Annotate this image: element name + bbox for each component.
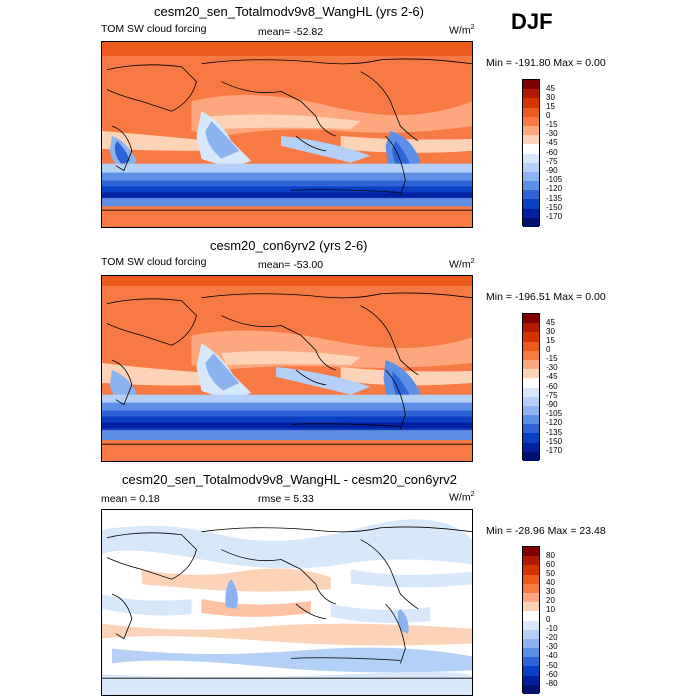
panel-1-map	[101, 41, 473, 228]
panel-1-colorbar-label: -15	[546, 120, 558, 129]
panel-2-colorbar-label: -150	[546, 437, 563, 446]
panel-2-title: cesm20_con6yrv2 (yrs 2-6)	[210, 238, 368, 253]
panel-2-colorbar-label: 30	[546, 327, 555, 336]
panel-2-colorbar-label: -90	[546, 400, 558, 409]
panel-1-colorbar-label: -60	[546, 148, 558, 157]
panel-2-colorbar-label: -30	[546, 363, 558, 372]
panel-2-mean-label: mean= -53.00	[258, 259, 324, 271]
panel-1-colorbar	[522, 79, 540, 227]
panel-3-colorbar-label: -50	[546, 661, 558, 670]
panel-3-colorbar-label: -60	[546, 670, 558, 679]
panel-3-title: cesm20_sen_Totalmodv9v8_WangHL - cesm20_…	[122, 472, 458, 487]
season-label: DJF	[511, 9, 553, 34]
panel-3-colorbar-label: 80	[546, 551, 555, 560]
panel-2-colorbar-label: 45	[546, 318, 555, 327]
panel-1-colorbar-label: -30	[546, 129, 558, 138]
panel-3-colorbar-label: -30	[546, 642, 558, 651]
panel-1-colorbar-label: -170	[546, 212, 563, 221]
panel-1-colorbar-label: 45	[546, 84, 555, 93]
panel-3-colorbar-label: 30	[546, 587, 555, 596]
panel-3-colorbar-label: 20	[546, 596, 555, 605]
panel-2-map	[101, 275, 473, 462]
panel-2-colorbar-label: -135	[546, 428, 563, 437]
panel-2-colorbar-label: -105	[546, 409, 563, 418]
panel-2-left-label: TOM SW cloud forcing	[101, 256, 207, 268]
panel-2-colorbar-label: -170	[546, 446, 563, 455]
panel-1-minmax: Min = -191.80 Max = 0.00	[486, 57, 606, 69]
panel-3-map	[101, 509, 473, 696]
panel-2-colorbar-label: 15	[546, 336, 555, 345]
panel-3-mean-label: mean = 0.18	[101, 493, 160, 505]
panel-3-colorbar-label: -20	[546, 633, 558, 642]
panel-2-colorbar	[522, 313, 540, 461]
panel-3-map-field	[102, 510, 472, 695]
panel-1-colorbar-label: -105	[546, 175, 563, 184]
panel-1-colorbar-label: 0	[546, 111, 551, 120]
panel-3-colorbar-label: 50	[546, 569, 555, 578]
panel-1-mean-label: mean= -52.82	[258, 26, 324, 38]
panel-1-left-label: TOM SW cloud forcing	[101, 23, 207, 35]
panel-1-colorbar-label: -120	[546, 184, 563, 193]
panel-3-units: W/m2	[449, 491, 475, 504]
panel-2-colorbar-label: -15	[546, 354, 558, 363]
panel-1-colorbar-label: -135	[546, 194, 563, 203]
panel-3-colorbar-label: 60	[546, 560, 555, 569]
panel-3-colorbar-label: -40	[546, 651, 558, 660]
panel-1-title: cesm20_sen_Totalmodv9v8_WangHL (yrs 2-6)	[154, 4, 424, 19]
panel-3-colorbar-label: 10	[546, 605, 555, 614]
panel-2-colorbar-label: -120	[546, 418, 563, 427]
panel-2-colorbar-label: -60	[546, 382, 558, 391]
panel-1-colorbar-label: -45	[546, 138, 558, 147]
panel-1-colorbar-label: -150	[546, 203, 563, 212]
panel-3-colorbar-label: -80	[546, 679, 558, 688]
panel-1-units: W/m2	[449, 24, 475, 37]
panel-1-map-field	[102, 42, 472, 227]
panel-3-colorbar-label: -10	[546, 624, 558, 633]
panel-2-minmax: Min = -196.51 Max = 0.00	[486, 291, 606, 303]
panel-3-colorbar	[522, 546, 540, 694]
panel-2-map-field	[102, 276, 472, 461]
panel-1-colorbar-label: -90	[546, 166, 558, 175]
panel-3-colorbar-label: 0	[546, 615, 551, 624]
panel-1-colorbar-label: -75	[546, 157, 558, 166]
panel-3-minmax: Min = -28.96 Max = 23.48	[486, 525, 606, 537]
panel-3-colorbar-label: 40	[546, 578, 555, 587]
panel-2-colorbar-label: -75	[546, 391, 558, 400]
panel-2-units: W/m2	[449, 258, 475, 271]
panel-2-colorbar-label: 0	[546, 345, 551, 354]
panel-2-colorbar-label: -45	[546, 372, 558, 381]
panel-1-colorbar-label: 15	[546, 102, 555, 111]
panel-3-rmse-label: rmse = 5.33	[258, 493, 314, 505]
panel-1-colorbar-label: 30	[546, 93, 555, 102]
